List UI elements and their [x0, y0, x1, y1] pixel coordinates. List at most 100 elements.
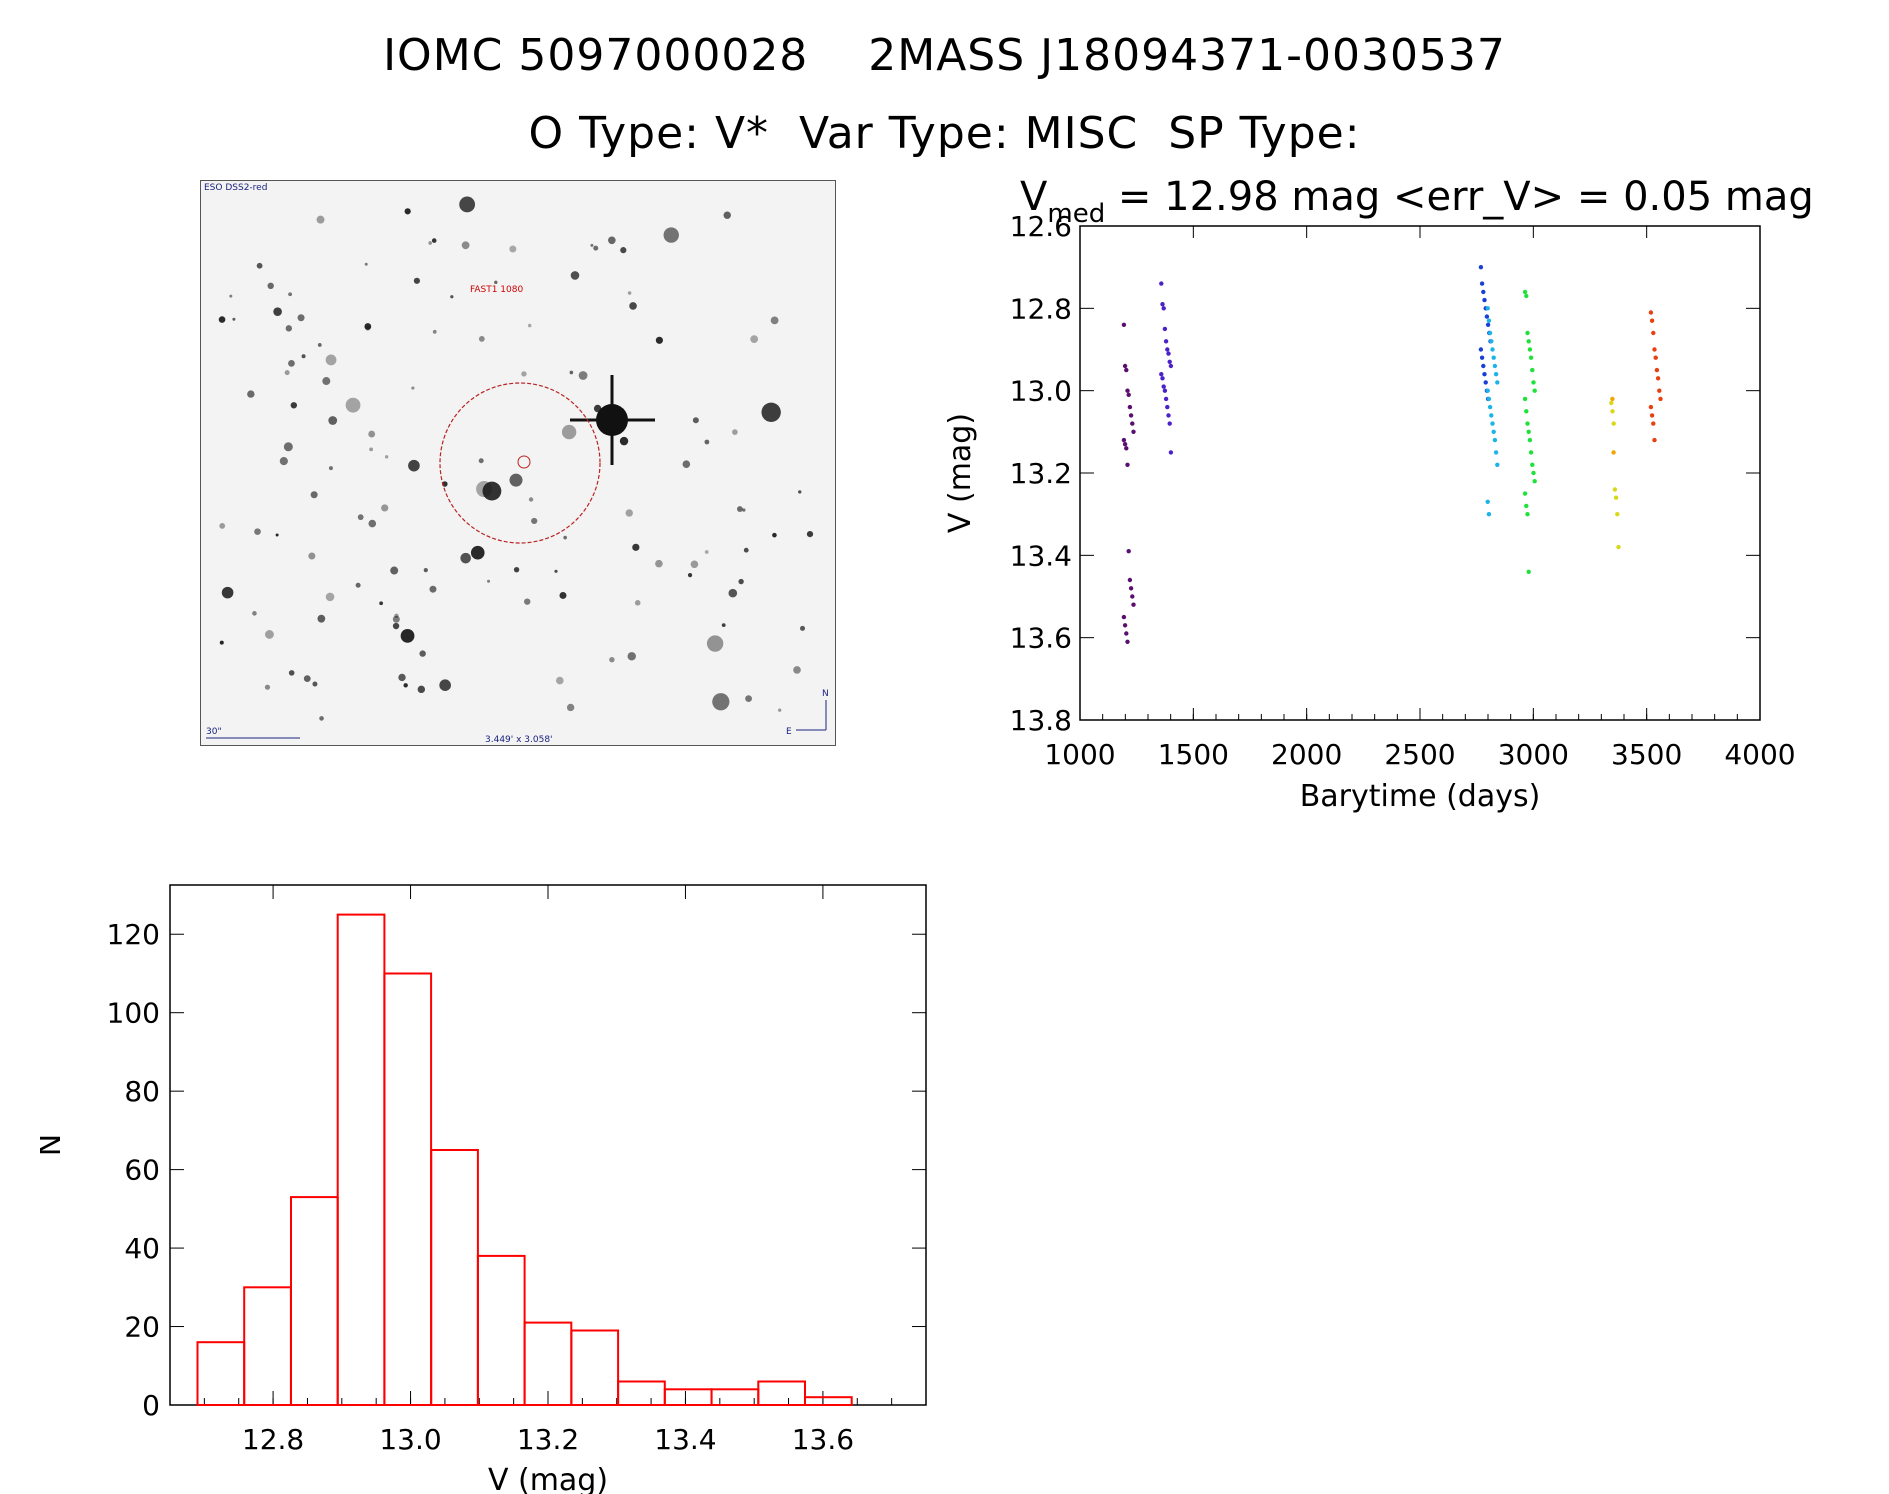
lc-plot-frame [1079, 225, 1761, 721]
finder-star [322, 377, 331, 386]
finder-star [524, 598, 531, 605]
lc-data-point [1160, 302, 1165, 307]
lc-data-point [1528, 450, 1534, 455]
lc-data-point [1532, 388, 1537, 393]
hist-bar [663, 1388, 713, 1406]
finder-star [798, 490, 802, 494]
lc-xlabel: Barytime (days) [1300, 779, 1541, 814]
finder-star [723, 211, 731, 219]
finder-star [561, 424, 577, 440]
finder-star [355, 582, 361, 588]
finder-star [285, 325, 293, 332]
hist-bar [243, 1286, 292, 1406]
lc-data-point [1161, 384, 1166, 389]
finder-star [267, 282, 274, 290]
bright-star [570, 375, 655, 465]
lc-data-point [1649, 318, 1655, 323]
lc-data-point [1479, 355, 1485, 360]
hist-xtick-label: 13.0 [379, 1423, 441, 1456]
target-label: FAST1 1080 [470, 285, 523, 295]
finder-star [793, 666, 801, 674]
finder-star [398, 673, 406, 682]
finder-star [482, 481, 502, 501]
finder-star [429, 585, 437, 593]
lc-ytick-label: 12.8 [1010, 292, 1072, 325]
lc-data-point [1126, 392, 1131, 397]
finder-star [328, 466, 333, 471]
finder-star [319, 716, 324, 721]
lc-data-point [1166, 351, 1171, 356]
lc-data-point [1648, 404, 1654, 410]
lc-data-point [1648, 310, 1654, 315]
lc-data-point [1527, 437, 1533, 443]
survey-label: ESO DSS2-red [204, 183, 267, 193]
finder-star [265, 630, 274, 639]
lc-data-point [1522, 289, 1528, 295]
lc-data-point [1610, 396, 1615, 402]
finder-star [284, 370, 290, 376]
lc-data-point [1478, 347, 1484, 352]
fov-label: 3.449' x 3.058' [485, 735, 553, 745]
finder-star [487, 579, 491, 583]
finder-star [379, 601, 384, 606]
finder-star [593, 245, 599, 251]
lc-data-point [1163, 396, 1169, 402]
finder-star [417, 685, 426, 694]
finder-star [578, 371, 588, 380]
finder-star [247, 390, 255, 398]
lc-data-point [1159, 372, 1164, 377]
lc-data-point [1127, 577, 1133, 583]
finder-star [728, 588, 738, 598]
hist-ytick-label: 100 [107, 997, 160, 1030]
finder-star [531, 517, 538, 525]
lc-data-point [1485, 499, 1490, 504]
finder-star [408, 459, 420, 472]
lc-data-point [1531, 470, 1536, 476]
hist-bar [336, 913, 386, 1406]
lc-data-point [1121, 322, 1127, 327]
lc-data-point [1486, 396, 1492, 402]
finder-star [608, 236, 616, 245]
lc-data-point [1165, 347, 1170, 352]
lc-data-point [1487, 330, 1493, 336]
hist-xtick-label: 12.8 [242, 1423, 304, 1456]
finder-star [509, 473, 523, 487]
finder-star [721, 623, 726, 628]
lc-data-point [1126, 549, 1131, 554]
finder-star [256, 262, 263, 269]
lc-ylabel: V (mag) [943, 413, 978, 533]
lc-data-point [1485, 388, 1490, 393]
finder-star [655, 336, 663, 344]
lc-data-point [1486, 318, 1492, 323]
finder-star [439, 679, 451, 691]
finder-star [682, 460, 691, 468]
svg-text:Vmed = 12.98 mag <err_V> = 0.0: Vmed = 12.98 mag <err_V> = 0.05 mag [1020, 174, 1814, 229]
finder-star [411, 386, 415, 390]
lc-data-point [1486, 512, 1492, 517]
light-curve-title: Vmed = 12.98 mag <err_V> = 0.05 mag [1020, 174, 1814, 229]
lc-data-point [1124, 367, 1129, 373]
lc-data-point [1122, 363, 1128, 369]
lc-data-point [1492, 437, 1498, 443]
lc-data-point [1524, 409, 1529, 414]
lc-data-point [1125, 388, 1130, 393]
lc-data-point [1495, 462, 1500, 467]
hist-bar [757, 1380, 806, 1406]
hist-bar [710, 1388, 760, 1406]
lc-data-point [1522, 491, 1528, 496]
lc-data-point [1655, 376, 1661, 381]
finder-star [478, 335, 485, 342]
finder-star [704, 550, 709, 554]
lc-data-point [1130, 421, 1135, 426]
finder-star [634, 600, 641, 606]
finder-star [279, 457, 288, 466]
lc-data-point [1653, 355, 1658, 360]
finder-star [460, 552, 472, 564]
lc-data-point [1609, 400, 1614, 406]
lc-data-point [1492, 363, 1498, 369]
finder-star [743, 547, 749, 553]
finder-star [384, 455, 389, 459]
finder-star [513, 566, 520, 573]
finder-star [432, 329, 437, 334]
finder-star [620, 247, 627, 254]
